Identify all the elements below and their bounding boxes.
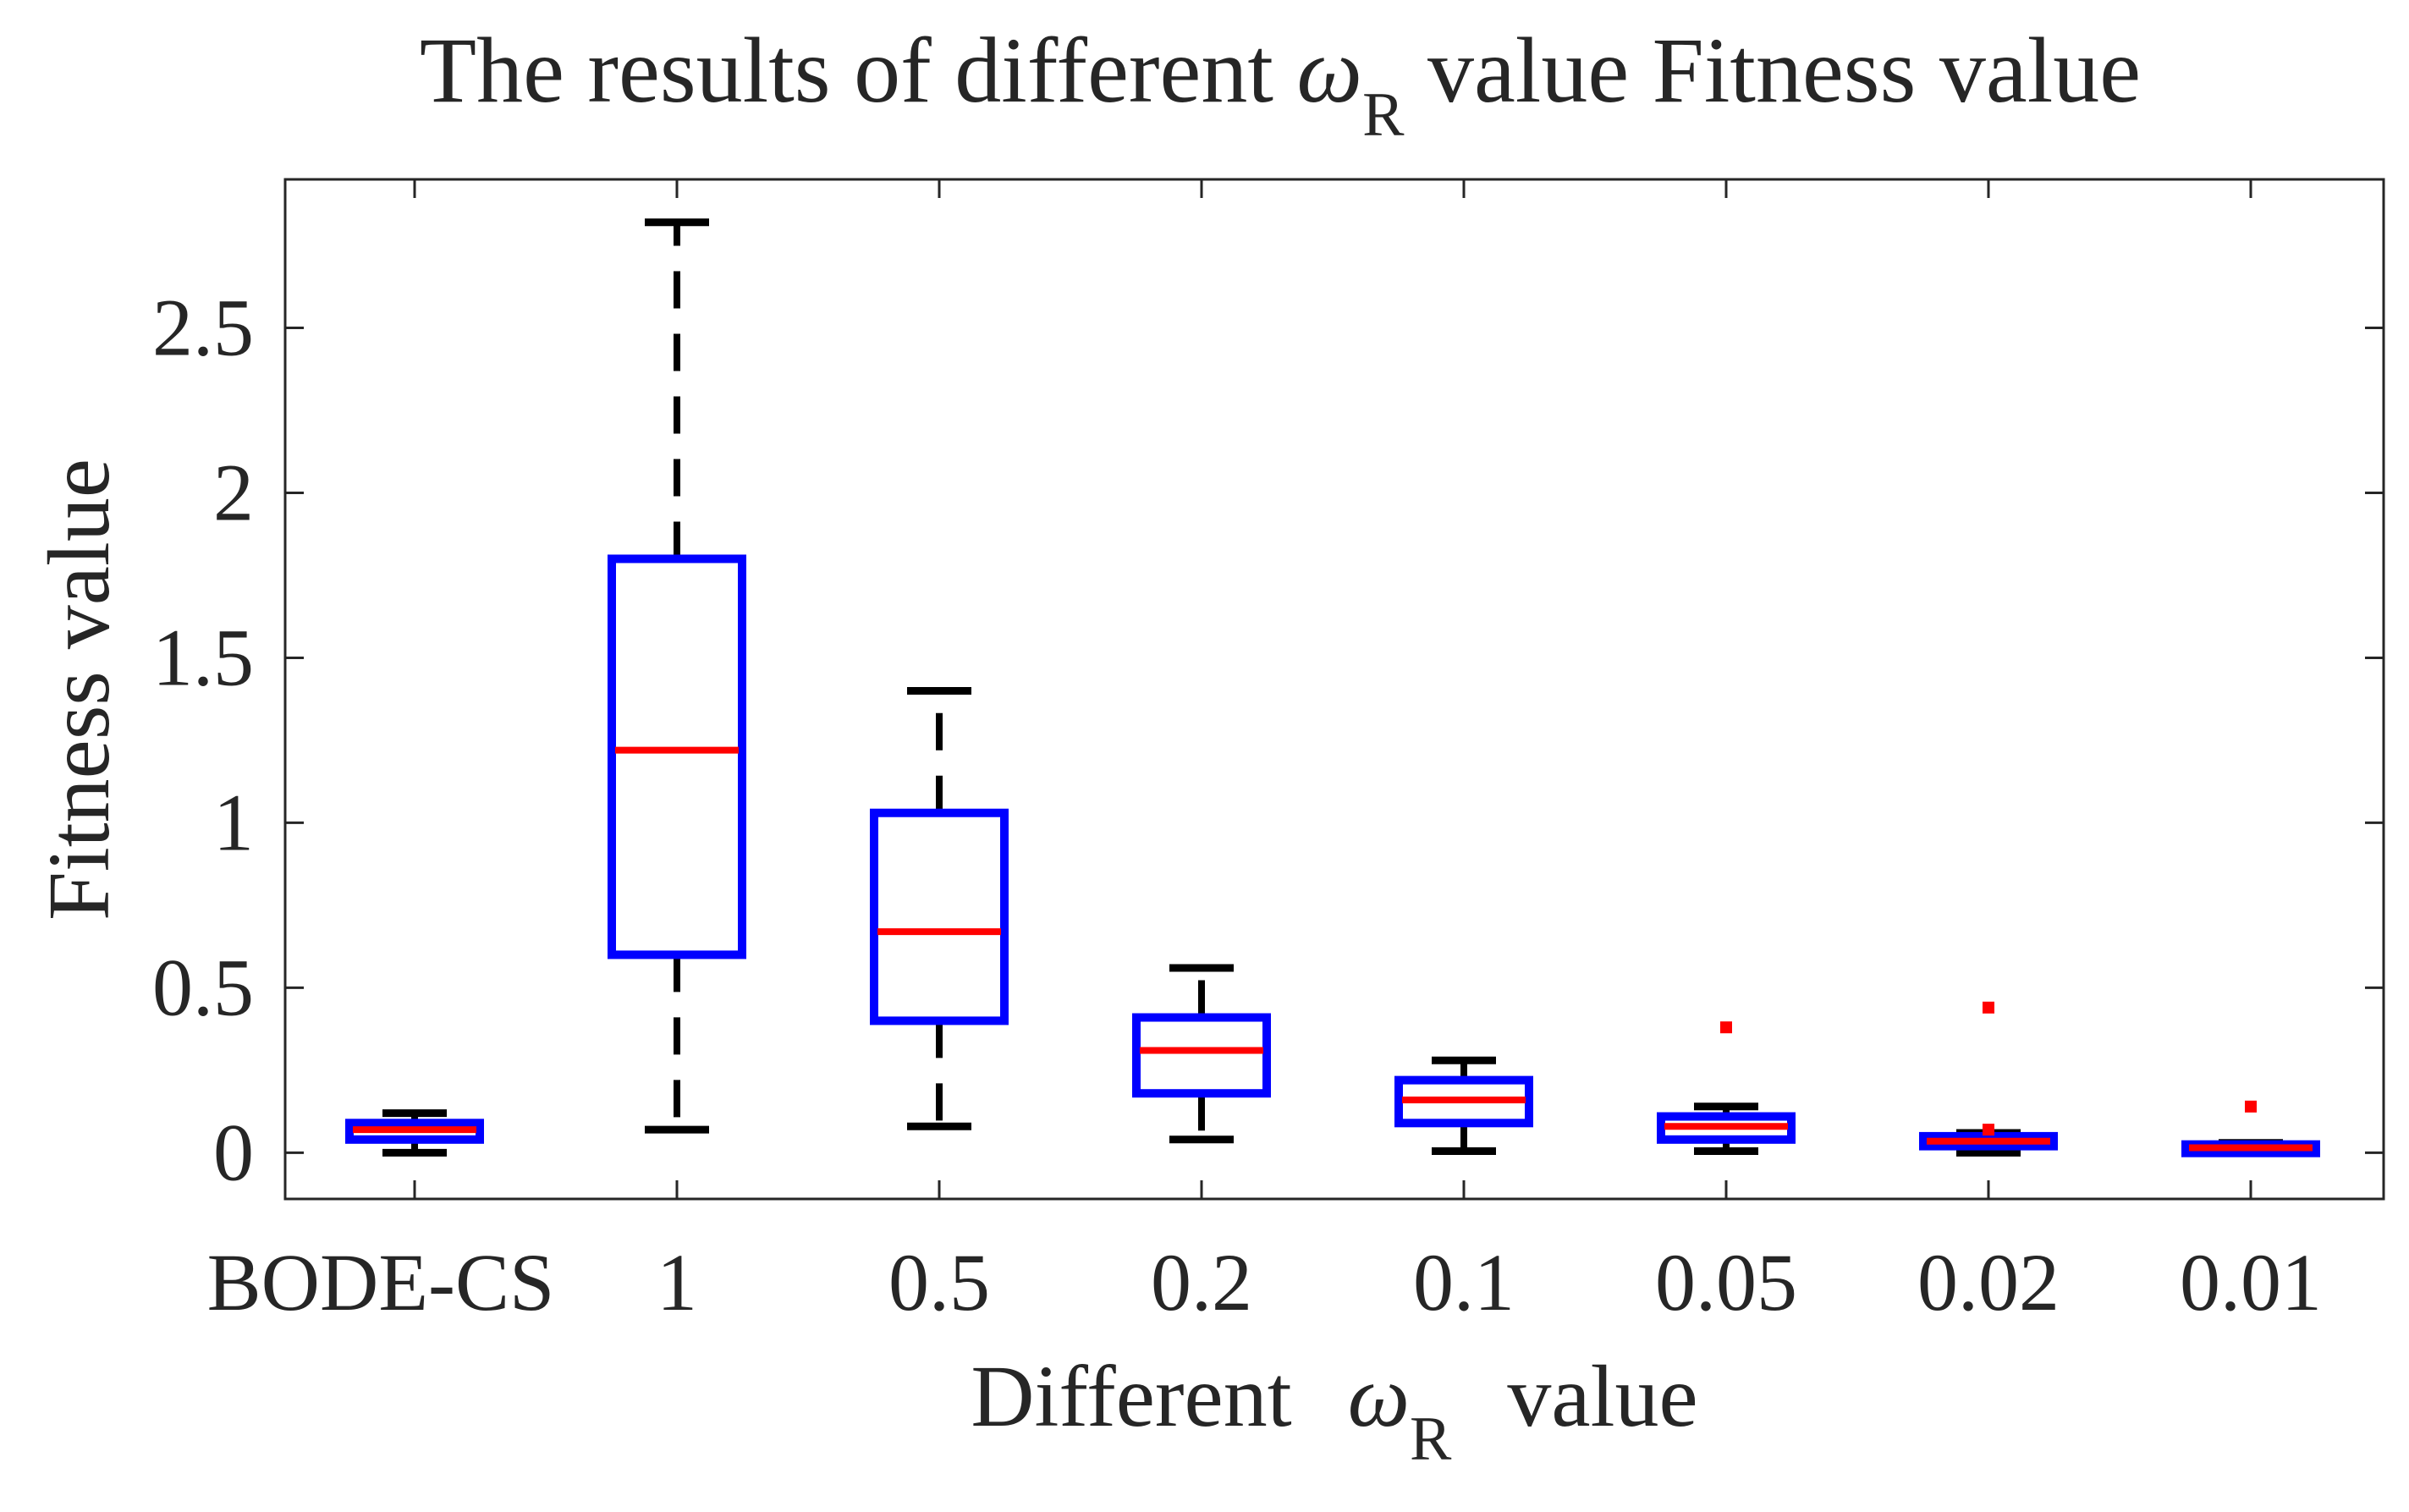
box-group (345, 1109, 484, 1157)
x-tick-label: 0.2 (1151, 1237, 1252, 1328)
box-iqr (345, 1119, 484, 1144)
plot-area-frame (283, 178, 2385, 1201)
x-tick-label: 0.02 (1917, 1237, 2060, 1328)
box-series (345, 218, 2320, 1157)
y-axis-label: Fitness value (30, 459, 128, 921)
x-tick-label: 0.1 (1413, 1237, 1515, 1328)
box-iqr (1657, 1112, 1796, 1144)
chart-title: The results of different ωR value Fitnes… (420, 19, 2141, 150)
box-iqr (1919, 1131, 2058, 1151)
outlier-point (1983, 1001, 1994, 1014)
x-tick-label: 0.05 (1655, 1237, 1797, 1328)
outlier-point (1983, 1124, 1994, 1136)
y-tick-label: 2 (213, 447, 254, 537)
x-tick-label: 1 (657, 1237, 697, 1328)
x-tick-label: 0.01 (2180, 1237, 2322, 1328)
x-axis: BODE-CS 1 0.5 0.2 0.1 0.05 0.02 0.01 (207, 179, 2322, 1328)
box-group (2181, 1100, 2320, 1157)
box-group (870, 686, 1009, 1130)
box-iqr (1132, 1013, 1271, 1098)
box-group (1919, 1001, 2058, 1157)
x-tick-label: 0.5 (888, 1237, 990, 1328)
outlier-point (1720, 1021, 1732, 1034)
y-tick-label: 1.5 (152, 612, 254, 702)
box-iqr (1394, 1075, 1533, 1128)
y-tick-label: 0 (213, 1107, 254, 1197)
outlier-point (2245, 1100, 2257, 1113)
box-group (1657, 1021, 1796, 1155)
box-group (1394, 1056, 1533, 1155)
y-tick-label: 1 (213, 777, 254, 867)
x-axis-label: Different ωR value (971, 1348, 1697, 1474)
x-tick-label: BODE-CS (207, 1237, 555, 1328)
y-tick-label: 2.5 (152, 282, 254, 372)
y-axis: 0 0.5 1 1.5 2 2.5 (152, 282, 2384, 1197)
y-tick-label: 0.5 (152, 942, 254, 1032)
box-group (608, 218, 746, 1134)
box-group (1132, 964, 1271, 1144)
box-iqr (608, 554, 746, 959)
box-iqr (870, 808, 1009, 1025)
